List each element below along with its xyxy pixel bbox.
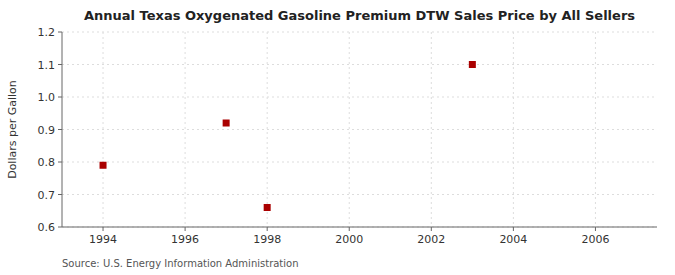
source-note: Source: U.S. Energy Information Administ… [62, 258, 299, 269]
grid-line-x [595, 32, 596, 227]
x-tick [185, 227, 186, 231]
y-tick-label: 0.9 [38, 124, 56, 137]
x-tick-label: 2002 [417, 233, 445, 246]
y-tick [58, 64, 62, 65]
grid-line-y [62, 162, 657, 163]
y-tick-label: 1.1 [38, 59, 56, 72]
x-tick [595, 227, 596, 231]
y-tick [58, 32, 62, 33]
grid-line-x [185, 32, 186, 227]
x-tick [349, 227, 350, 231]
title: Annual Texas Oxygenated Gasoline Premium… [84, 8, 635, 23]
point [100, 162, 107, 169]
x-tick-label: 2004 [499, 233, 527, 246]
grid-line-x [431, 32, 432, 227]
x-ticks: 1994 1996 1998 2000 2002 2004 2006 [89, 227, 609, 246]
grid-line-y [62, 227, 657, 228]
point [469, 61, 476, 68]
point [264, 204, 271, 211]
x-tick [431, 227, 432, 231]
point [223, 120, 230, 127]
grid [62, 32, 657, 227]
y-tick-label: 1.0 [38, 91, 56, 104]
points [100, 61, 476, 211]
grid-line-y [62, 129, 657, 130]
grid-line-y [62, 32, 657, 33]
y-tick-label: 0.6 [38, 221, 56, 234]
y-tick [58, 97, 62, 98]
y-tick-label: 0.7 [38, 189, 56, 202]
x-tick-label: 1994 [89, 233, 117, 246]
y-ticks: 0.6 0.7 0.8 0.9 1.0 1.1 1.2 [38, 26, 63, 234]
x-tick [103, 227, 104, 231]
grid-line-y [62, 64, 657, 65]
y-tick [58, 194, 62, 195]
x-tick [267, 227, 268, 231]
chart-container: 1994 1996 1998 2000 2002 2004 2006 0.6 0.7 0.8 0.9… [0, 0, 675, 275]
x-tick-label: 1998 [253, 233, 281, 246]
y-tick [58, 129, 62, 130]
grid-line-y [62, 194, 657, 195]
x-tick-label: 2006 [581, 233, 609, 246]
y-tick [58, 162, 62, 163]
y-axis-label: Dollars per Gallon [6, 80, 19, 179]
x-tick-label: 1996 [171, 233, 199, 246]
x-tick [513, 227, 514, 231]
x-axis-line [62, 227, 657, 228]
x-tick-label: 2000 [335, 233, 363, 246]
grid-line-y [62, 97, 657, 98]
chart-svg: 1994 1996 1998 2000 2002 2004 2006 0.6 0.7 0.8 0.9… [0, 0, 675, 275]
y-tick-label: 1.2 [38, 26, 56, 39]
y-tick [58, 227, 62, 228]
y-tick-label: 0.8 [38, 156, 56, 169]
